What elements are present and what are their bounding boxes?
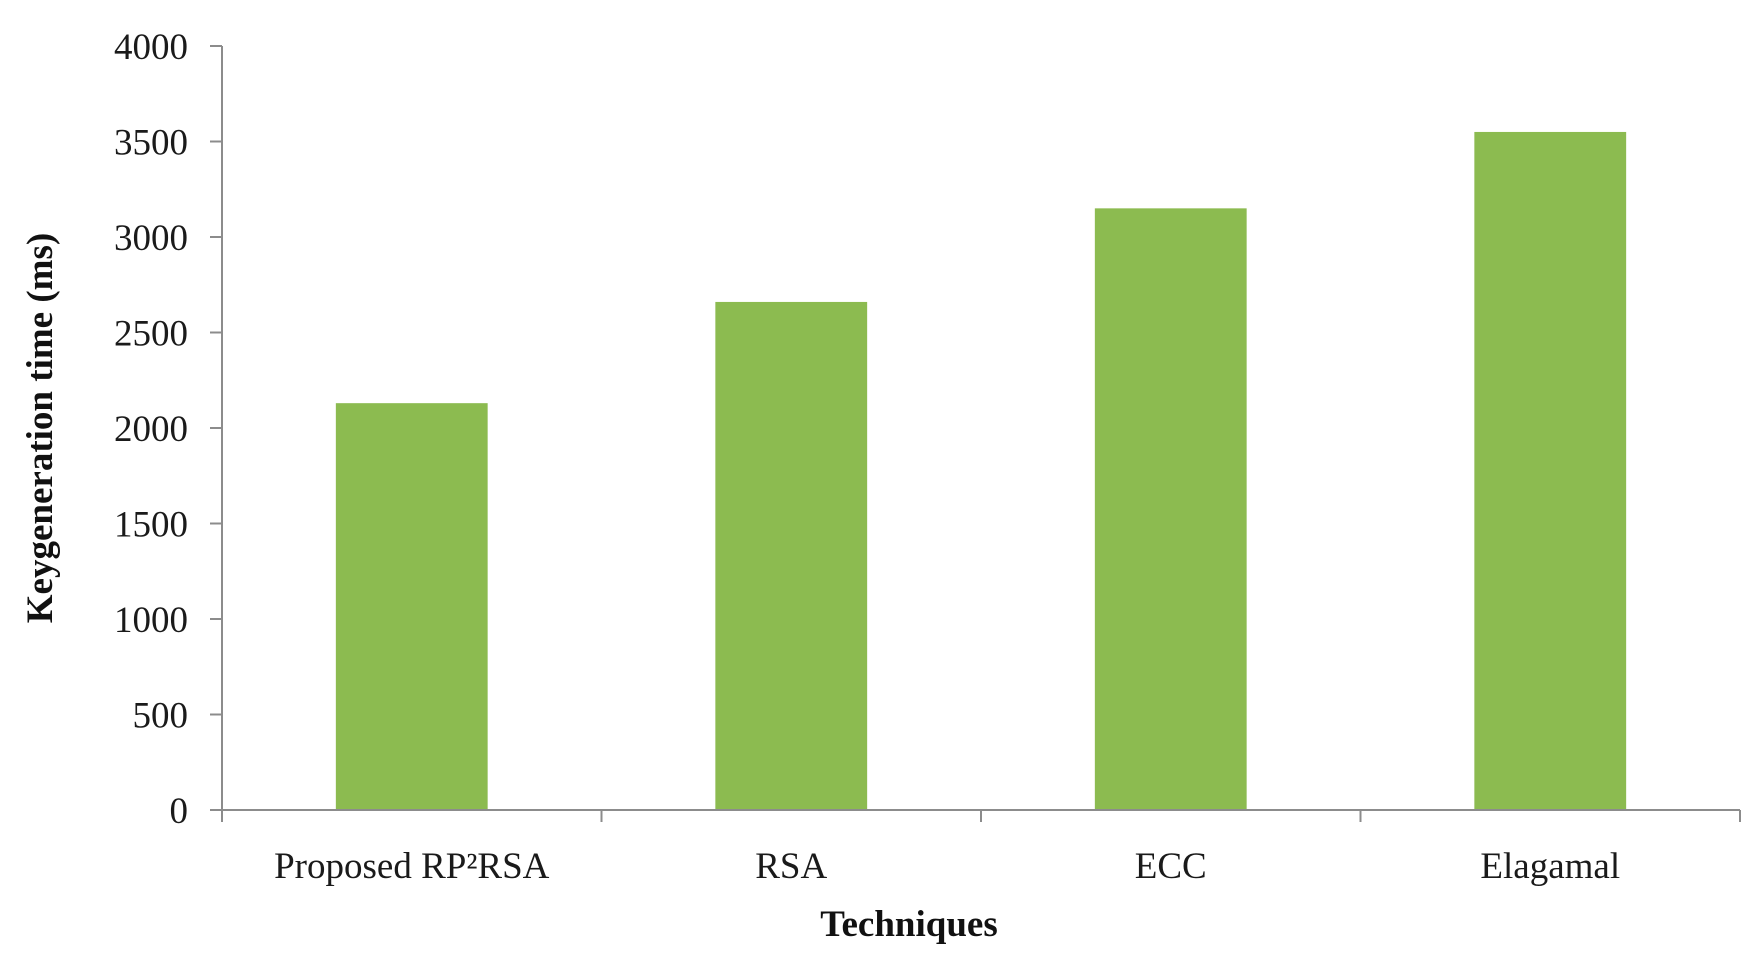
bar-3: [1474, 131, 1627, 810]
y-axis-title: Keygeneration time (ms): [20, 233, 61, 623]
x-category-label: ECC: [1135, 846, 1207, 887]
y-tick-label: 2500: [114, 314, 188, 355]
y-tick-label: 1500: [114, 505, 188, 546]
x-axis-category-labels: Proposed RP²RSA RSA ECC Elagamal: [274, 846, 1620, 887]
y-tick-label: 0: [170, 791, 189, 832]
x-category-label: Proposed RP²RSA: [274, 846, 550, 887]
x-axis-title: Techniques: [820, 904, 998, 945]
bars: [335, 131, 1627, 811]
y-tick-label: 1000: [114, 600, 188, 641]
x-category-label: Elagamal: [1480, 846, 1620, 887]
x-axis-ticks: [221, 810, 1741, 822]
y-tick-label: 500: [133, 696, 189, 737]
y-axis-ticks: 0 500 1000 1500 2000 2500 3000 3500 4000: [114, 27, 222, 832]
y-tick-label: 3500: [114, 123, 188, 164]
y-tick-label: 2000: [114, 409, 188, 450]
y-tick-label: 4000: [114, 27, 188, 68]
bar-1: [715, 301, 868, 810]
bar-0: [335, 403, 488, 810]
x-category-label: RSA: [755, 846, 827, 887]
bar-2: [1094, 208, 1247, 811]
y-tick-label: 3000: [114, 218, 188, 259]
